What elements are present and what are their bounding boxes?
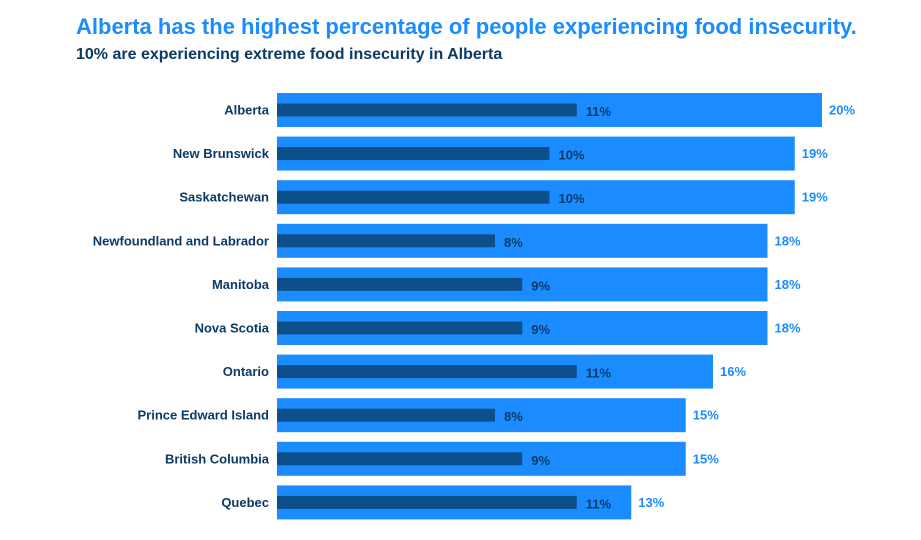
chart-title: Alberta has the highest percentage of pe… (76, 14, 857, 39)
extreme-value-label: 11% (586, 496, 612, 511)
total-value-label: 16% (720, 364, 746, 379)
extreme-bar (277, 321, 523, 335)
category-label: New Brunswick (173, 146, 270, 161)
extreme-bar (277, 277, 523, 291)
total-value-label: 13% (638, 495, 664, 510)
category-label: Ontario (223, 364, 269, 379)
total-value-label: 20% (829, 103, 855, 118)
total-value-label: 15% (693, 408, 719, 423)
extreme-value-label: 8% (504, 235, 523, 250)
extreme-bar (277, 495, 577, 509)
total-value-label: 18% (775, 277, 801, 292)
extreme-value-label: 9% (531, 322, 550, 337)
extreme-bar (277, 234, 495, 248)
category-label: Quebec (221, 495, 269, 510)
category-label: Prince Edward Island (138, 408, 270, 423)
extreme-bar (277, 103, 577, 117)
category-label: Newfoundland and Labrador (93, 233, 269, 248)
category-label: Manitoba (212, 277, 270, 292)
total-value-label: 15% (693, 451, 719, 466)
total-value-label: 18% (775, 321, 801, 336)
extreme-value-label: 9% (531, 453, 550, 468)
extreme-value-label: 9% (531, 278, 550, 293)
category-label: British Columbia (165, 451, 270, 466)
extreme-value-label: 11% (586, 104, 612, 119)
total-value-label: 19% (802, 190, 828, 205)
total-value-label: 18% (775, 233, 801, 248)
extreme-bar (277, 365, 577, 379)
extreme-bar (277, 147, 550, 161)
chart-subtitle: 10% are experiencing extreme food insecu… (76, 46, 503, 63)
extreme-bar (277, 408, 495, 422)
total-value-label: 19% (802, 146, 828, 161)
extreme-value-label: 8% (504, 409, 523, 424)
extreme-value-label: 10% (559, 148, 585, 163)
extreme-value-label: 10% (559, 191, 585, 206)
extreme-value-label: 11% (586, 366, 612, 381)
extreme-bar (277, 452, 523, 466)
category-label: Saskatchewan (179, 190, 269, 205)
extreme-bar (277, 190, 550, 204)
category-label: Nova Scotia (195, 321, 270, 336)
category-label: Alberta (224, 103, 270, 118)
